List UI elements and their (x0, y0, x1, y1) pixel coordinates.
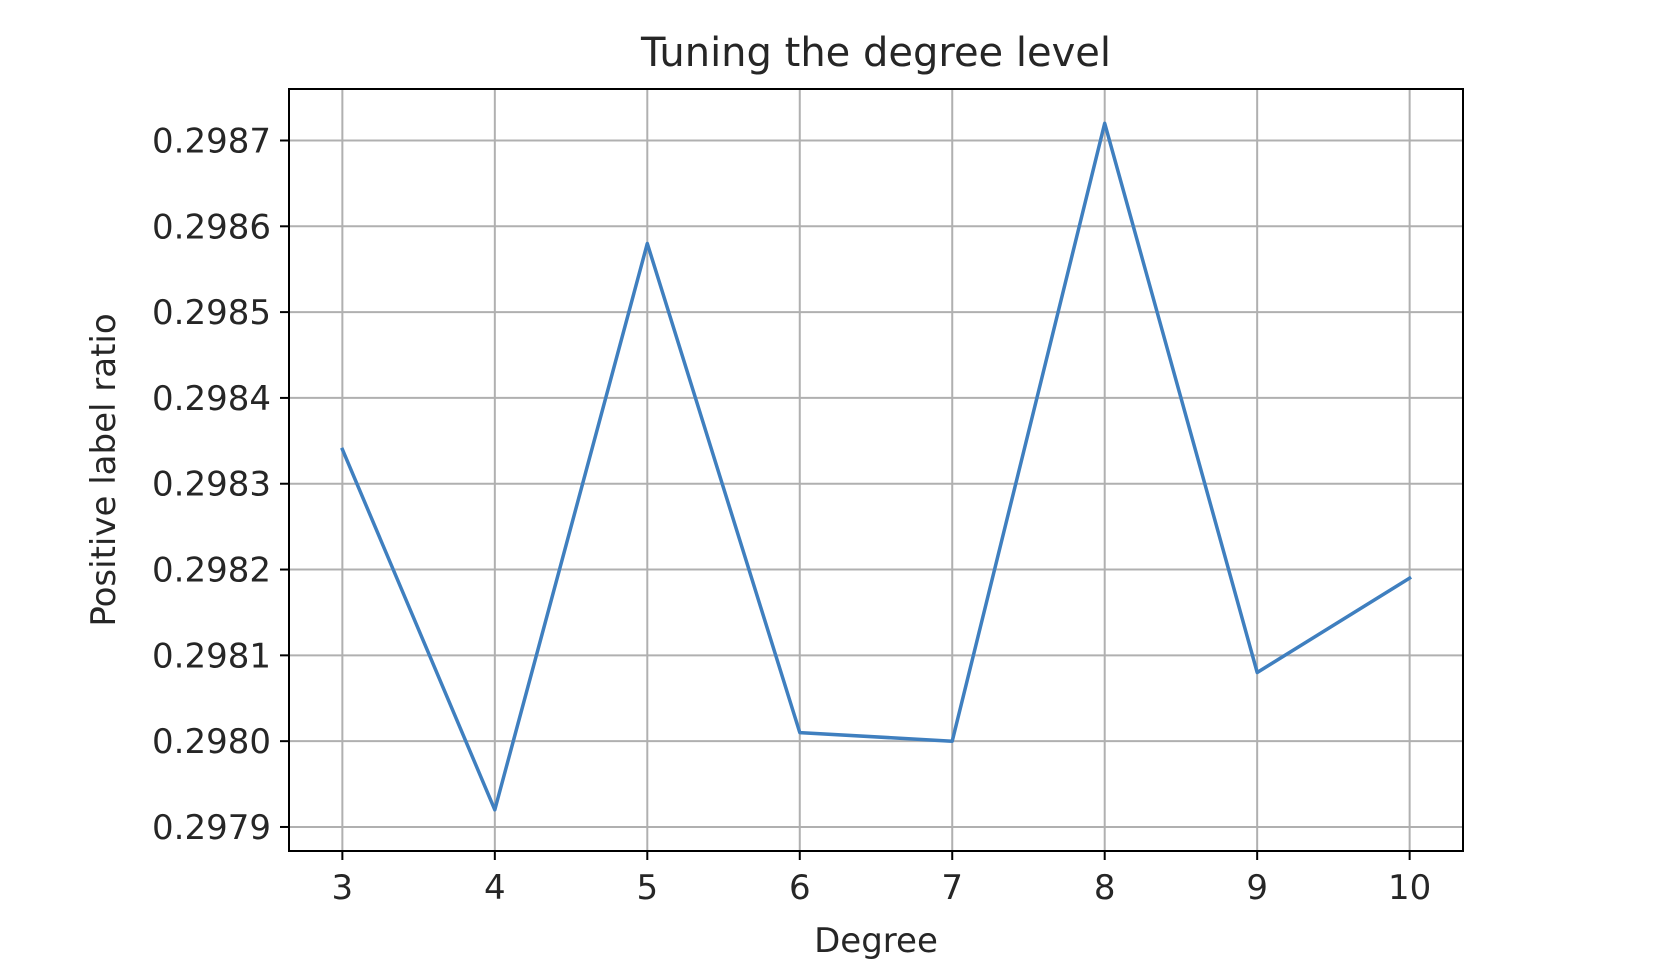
y-tick-label: 0.2987 (152, 121, 271, 161)
y-tick-label: 0.2979 (152, 808, 271, 848)
y-tick-label: 0.2986 (152, 207, 271, 247)
y-axis-label: Positive label ratio (84, 313, 124, 626)
tick-marks (280, 139, 1411, 860)
series-layer (340, 121, 1413, 812)
y-tick-label: 0.2985 (152, 293, 271, 333)
y-tick-label: 0.2982 (152, 551, 271, 591)
plot-frame (288, 88, 1464, 852)
x-tick-label: 6 (789, 868, 811, 908)
x-tick-label: 7 (941, 868, 963, 908)
y-tick-label: 0.2983 (152, 465, 271, 505)
chart-title: Tuning the degree level (640, 30, 1111, 76)
x-tick-label: 5 (636, 868, 658, 908)
x-tick-label: 9 (1246, 868, 1268, 908)
x-axis-label: Degree (814, 921, 938, 961)
grid-lines (289, 89, 1463, 851)
x-tick-label: 3 (332, 868, 354, 908)
y-tick-label: 0.2984 (152, 379, 271, 419)
series-line (340, 121, 1413, 812)
y-tick-label: 0.2980 (152, 722, 271, 762)
x-tick-label: 4 (484, 868, 506, 908)
x-tick-label: 8 (1094, 868, 1116, 908)
x-tick-label: 10 (1388, 868, 1431, 908)
y-tick-label: 0.2981 (152, 636, 271, 676)
tick-labels: 3 4 5 6 7 8 9 10 0.2979 0.2980 0.2981 0.2982 0.2983 0… (152, 121, 1431, 908)
